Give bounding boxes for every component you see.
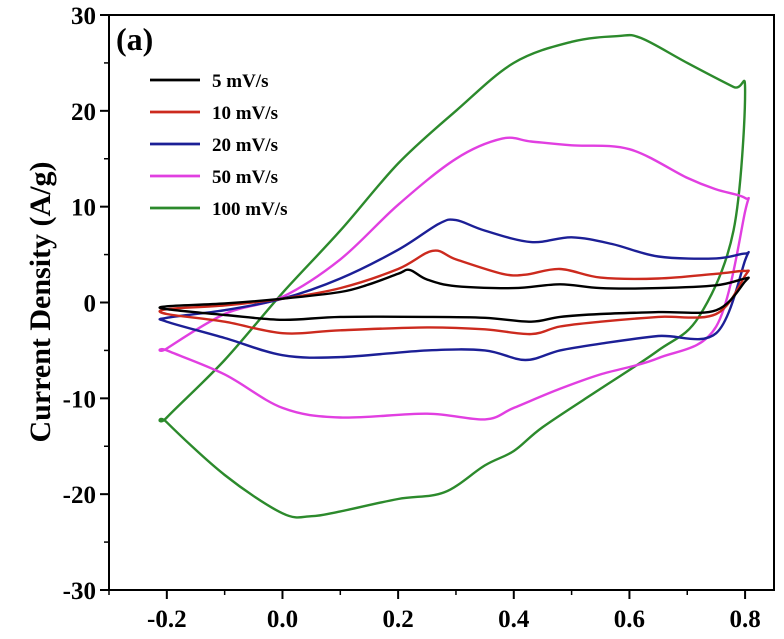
y-tick-label: -10 — [63, 386, 96, 413]
series-line — [158, 249, 750, 336]
y-tick-label: -30 — [63, 578, 96, 605]
legend: 5 mV/s 10 mV/s 20 mV/s 50 mV/s 100 mV/s — [150, 71, 287, 220]
axis-ticks: -0.2 0.0 0.2 0.4 0.6 0.8 -30 -20 -10 0 10 20 30 — [63, 3, 761, 633]
y-tick-label: 30 — [71, 3, 96, 30]
legend-label: 100 mV/s — [212, 199, 287, 220]
x-tick-label: -0.2 — [147, 606, 187, 633]
series-line — [158, 218, 750, 362]
plot-frame — [108, 14, 775, 591]
series-line — [158, 268, 750, 323]
series-line — [158, 136, 750, 421]
y-tick-label: -20 — [63, 482, 96, 509]
legend-item: 20 mV/s — [150, 135, 278, 156]
y-tick-label: 20 — [71, 99, 96, 126]
x-tick-label: 0.6 — [614, 606, 645, 633]
legend-item: 5 mV/s — [150, 71, 268, 92]
legend-label: 20 mV/s — [212, 135, 278, 156]
legend-label: 10 mV/s — [212, 103, 278, 124]
y-tick-label: 10 — [71, 195, 96, 222]
legend-item: 100 mV/s — [150, 199, 287, 220]
curves — [158, 33, 750, 519]
y-axis-label: Current Density (A/g) — [24, 161, 57, 442]
series-line — [158, 33, 747, 519]
legend-label: 5 mV/s — [212, 71, 268, 92]
legend-item: 10 mV/s — [150, 103, 278, 124]
legend-item: 50 mV/s — [150, 167, 278, 188]
y-tick-label: 0 — [84, 291, 97, 318]
x-tick-label: 0.2 — [383, 606, 414, 633]
x-tick-label: 0.8 — [729, 606, 760, 633]
x-tick-label: 0.0 — [267, 606, 298, 633]
panel-label: (a) — [116, 21, 153, 57]
legend-label: 50 mV/s — [212, 167, 278, 188]
x-tick-label: 0.4 — [498, 606, 530, 633]
